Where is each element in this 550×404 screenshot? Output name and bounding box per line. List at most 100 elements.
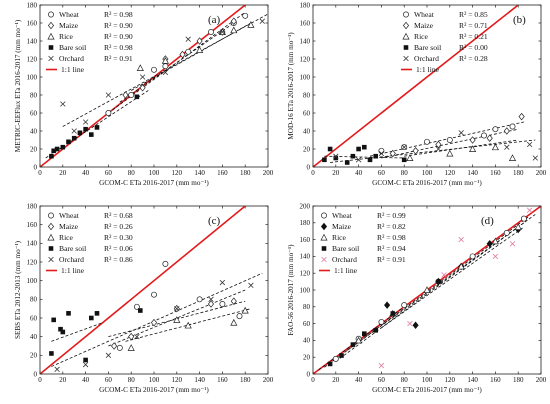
y-tick-label: 20 xyxy=(303,354,311,362)
x-tick-label: 20 xyxy=(59,169,67,177)
point-wheat xyxy=(151,291,157,298)
point-orchard xyxy=(259,18,265,24)
point-rice xyxy=(457,262,465,270)
x-tick-label: 20 xyxy=(332,169,340,177)
plot-area xyxy=(40,5,268,167)
point-maize xyxy=(469,136,476,144)
point-orchard xyxy=(219,29,226,35)
fit-line-bare-soil xyxy=(324,155,405,159)
x-tick-label: 80 xyxy=(401,169,409,177)
y-tick-label: 120 xyxy=(27,258,38,266)
point-bare-soil xyxy=(94,125,100,130)
fit-line-maize xyxy=(119,22,235,103)
x-tick-label: 100 xyxy=(422,169,433,177)
point-maize xyxy=(230,297,237,305)
fit-line-maize xyxy=(381,226,525,329)
fit-line-maize xyxy=(381,128,519,159)
point-wheat xyxy=(378,318,385,325)
x-tick-label: 120 xyxy=(172,376,183,384)
x-axis-title: GCOM-C ETa 2016-2017 (mm mo⁻¹) xyxy=(99,386,209,394)
x-tick-label: 60 xyxy=(105,376,113,384)
y-tick-label: 160 xyxy=(27,19,38,27)
point-wheat xyxy=(446,137,453,143)
point-wheat xyxy=(503,229,510,236)
point-orchard xyxy=(174,305,180,312)
point-bare-soil xyxy=(89,132,94,137)
y-tick-label: 100 xyxy=(27,73,38,81)
fit-line-orchard xyxy=(335,214,536,362)
point-orchard xyxy=(509,241,516,247)
x-tick-label: 160 xyxy=(490,169,501,177)
legend-label: Bare soil xyxy=(59,244,86,253)
legend-r2: R² = 0.00 xyxy=(459,43,488,52)
one-to-one-line xyxy=(40,206,246,374)
point-maize xyxy=(139,84,146,92)
legend-label: Rice xyxy=(332,233,347,242)
plot-area xyxy=(313,5,538,167)
panel-label: (c) xyxy=(208,215,221,227)
y-axis-title: METRIC-EEFlux ETa 2016-2017 (mm mo⁻¹) xyxy=(14,19,22,152)
legend-r2: R² = 0.28 xyxy=(459,54,488,63)
point-wheat xyxy=(116,344,123,351)
x-tick-label: 0 xyxy=(311,376,315,384)
x-tick-label: 200 xyxy=(263,376,274,384)
point-bare-soil xyxy=(49,153,54,159)
y-tick-label: 180 xyxy=(27,202,38,210)
plot-area xyxy=(40,206,263,374)
point-orchard xyxy=(208,296,214,303)
point-bare-soil xyxy=(138,308,143,313)
point-orchard xyxy=(54,366,60,373)
point-bare-soil xyxy=(350,153,356,159)
legend-label: Orchard xyxy=(414,54,439,63)
legend-label: Maize xyxy=(414,21,434,30)
legend-label: Rice xyxy=(414,32,429,41)
point-wheat xyxy=(481,132,487,139)
legend-r2: R² = 0.71 xyxy=(459,21,488,30)
point-orchard xyxy=(82,119,89,125)
x-tick-label: 140 xyxy=(467,169,478,177)
legend-marker-maize xyxy=(47,222,55,231)
y-tick-label: 80 xyxy=(303,91,311,99)
point-orchard xyxy=(134,333,140,340)
x-tick-label: 60 xyxy=(378,376,386,384)
fit-line-orchard xyxy=(51,272,263,367)
point-orchard xyxy=(355,157,362,163)
point-maize xyxy=(435,140,442,149)
x-tick-label: 160 xyxy=(490,376,501,384)
y-axis-title: FAO-56 2016-2017 (mm mo⁻¹) xyxy=(287,244,295,336)
point-bare-soil xyxy=(339,353,344,358)
legend-r2: R² = 0.26 xyxy=(104,222,133,231)
legend-one-to-one-label: 1:1 line xyxy=(61,266,85,275)
legend-r2: R² = 0.85 xyxy=(459,10,488,19)
point-maize xyxy=(518,112,525,121)
legend-label: Rice xyxy=(59,233,74,242)
legend-one-to-one-label: 1:1 line xyxy=(61,65,85,74)
point-wheat xyxy=(133,303,140,310)
x-tick-label: 40 xyxy=(355,376,363,384)
legend-marker-orchard xyxy=(48,256,54,263)
y-tick-label: 180 xyxy=(27,1,38,9)
point-orchard xyxy=(82,361,89,368)
legend-label: Bare soil xyxy=(414,43,441,52)
point-orchard xyxy=(532,155,538,161)
panel-c: 0 20 40 60 80 100 120 140 160 180 200 0 20 40 60 80 100 1… xyxy=(14,202,274,394)
legend-one-to-one-label: 1:1 line xyxy=(416,65,440,74)
x-tick-label: 180 xyxy=(513,376,524,384)
y-tick-label: 80 xyxy=(30,296,38,304)
y-tick-label: 200 xyxy=(300,202,311,210)
legend-label: Wheat xyxy=(414,10,435,19)
point-maize xyxy=(503,127,510,135)
point-rice xyxy=(491,143,499,151)
point-rice xyxy=(355,336,363,344)
point-bare-soil xyxy=(344,160,350,165)
y-tick-label: 20 xyxy=(303,145,311,153)
y-tick-label: 140 xyxy=(300,37,311,45)
point-orchard xyxy=(219,279,226,286)
point-orchard xyxy=(504,144,510,150)
y-tick-label: 180 xyxy=(300,1,311,9)
legend-label: Orchard xyxy=(59,255,84,264)
legend-label: Rice xyxy=(59,32,74,41)
point-rice xyxy=(469,145,477,152)
point-rice xyxy=(173,316,181,323)
point-wheat xyxy=(378,147,385,154)
